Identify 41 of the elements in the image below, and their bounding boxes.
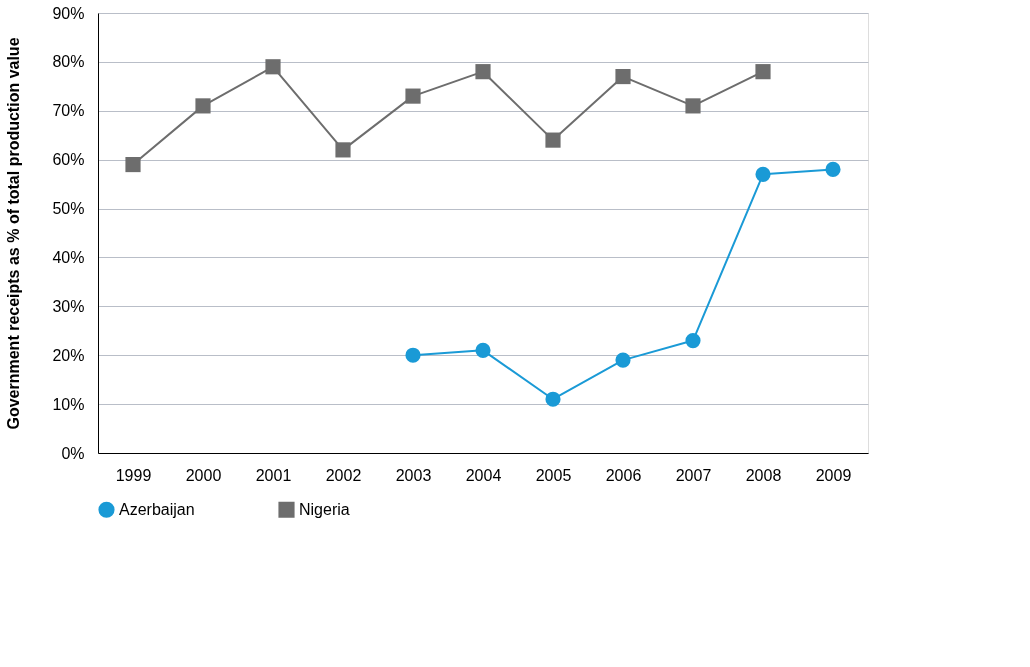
y-tick-label: 60% [52,151,85,169]
y-tick-label: 80% [52,53,85,71]
x-tick-label: 2001 [255,466,292,484]
y-tick-label: 30% [52,297,85,315]
y-tick-label: 20% [52,346,85,364]
x-tick-label: 2006 [605,466,642,484]
point [265,59,281,75]
x-tick-label: 2009 [815,466,852,484]
point [685,332,701,349]
point [755,166,771,182]
y-axis-title: Government receipts as % of total production value [5,37,23,430]
y-tick-label: 90% [52,4,85,22]
point [685,98,701,114]
x-tick-label: 2008 [745,466,782,484]
point [405,347,421,363]
point [755,64,771,80]
point [195,98,211,114]
x-tick-label: 2004 [465,466,502,484]
point [545,132,561,148]
x-tick-label: 1999 [115,466,152,484]
x-tick-label: 2000 [185,466,222,484]
legend-label: Nigeria [299,500,350,518]
legend-label: Azerbaijan [119,500,195,518]
x-tick-label: 2003 [395,466,432,484]
point [405,88,421,104]
y-tick-label: 10% [52,395,85,413]
x-tick-label: 2007 [675,466,712,484]
y-tick-label: 0% [61,444,85,462]
x-tick-label: 2002 [325,466,362,484]
point [475,342,491,358]
point [615,352,631,368]
y-tick-label: 50% [52,200,85,218]
y-tick-label: 70% [52,102,85,120]
y-tick-label: 40% [52,248,85,266]
point [125,156,141,173]
point [475,64,491,80]
point [545,391,561,407]
x-tick-label: 2005 [535,466,572,484]
point [335,142,351,158]
point [615,68,631,85]
point [825,161,841,178]
